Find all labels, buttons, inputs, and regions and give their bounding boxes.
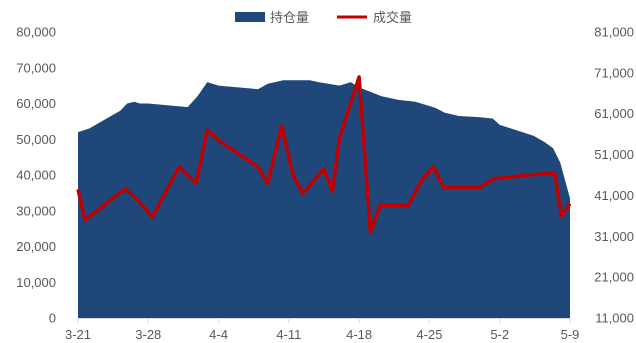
x-axis: 3-21 3-28 4-4 4-11 4-18 4-25 5-2 5-9 bbox=[65, 318, 579, 342]
plot-area bbox=[76, 75, 572, 318]
right-y-tick-label: 71,000 bbox=[594, 65, 634, 80]
left-y-tick-label: 70,000 bbox=[16, 60, 56, 75]
x-tick-label: 5-9 bbox=[561, 327, 580, 342]
x-tick-label: 4-4 bbox=[209, 327, 228, 342]
right-y-tick-label: 41,000 bbox=[594, 188, 634, 203]
left-y-tick-label: 10,000 bbox=[16, 275, 56, 290]
left-y-axis: 0 10,000 20,000 30,000 40,000 50,000 60,000 70,… bbox=[16, 25, 56, 326]
right-y-tick-label: 51,000 bbox=[594, 147, 634, 162]
legend-label-open-interest: 持仓量 bbox=[270, 10, 309, 25]
right-y-tick-label: 61,000 bbox=[594, 106, 634, 121]
left-y-tick-label: 60,000 bbox=[16, 96, 56, 111]
right-y-tick-label: 31,000 bbox=[594, 229, 634, 244]
left-y-tick-label: 0 bbox=[49, 311, 56, 326]
volume-line bbox=[76, 75, 572, 234]
left-y-tick-label: 20,000 bbox=[16, 239, 56, 254]
x-tick-label: 4-25 bbox=[416, 327, 442, 342]
right-y-tick-label: 11,000 bbox=[595, 311, 634, 326]
right-y-axis: 11,000 21,000 31,000 41,000 51,000 61,000 71,0… bbox=[594, 25, 634, 326]
left-y-tick-label: 30,000 bbox=[16, 203, 56, 218]
legend: 持仓量 成交量 bbox=[235, 10, 412, 25]
x-tick-label: 4-18 bbox=[346, 327, 372, 342]
x-tick-label: 5-2 bbox=[490, 327, 509, 342]
left-y-tick-label: 80,000 bbox=[16, 25, 56, 40]
legend-label-volume: 成交量 bbox=[373, 10, 412, 25]
right-y-tick-label: 81,000 bbox=[594, 25, 634, 40]
right-y-tick-label: 21,000 bbox=[594, 270, 634, 285]
open-interest-area bbox=[78, 80, 570, 318]
x-tick-label: 3-28 bbox=[135, 327, 161, 342]
x-tick-label: 3-21 bbox=[65, 327, 91, 342]
left-y-tick-label: 50,000 bbox=[16, 132, 56, 147]
x-tick-label: 4-11 bbox=[276, 327, 301, 342]
left-y-tick-label: 40,000 bbox=[16, 168, 56, 183]
legend-swatch-open-interest bbox=[235, 12, 265, 22]
